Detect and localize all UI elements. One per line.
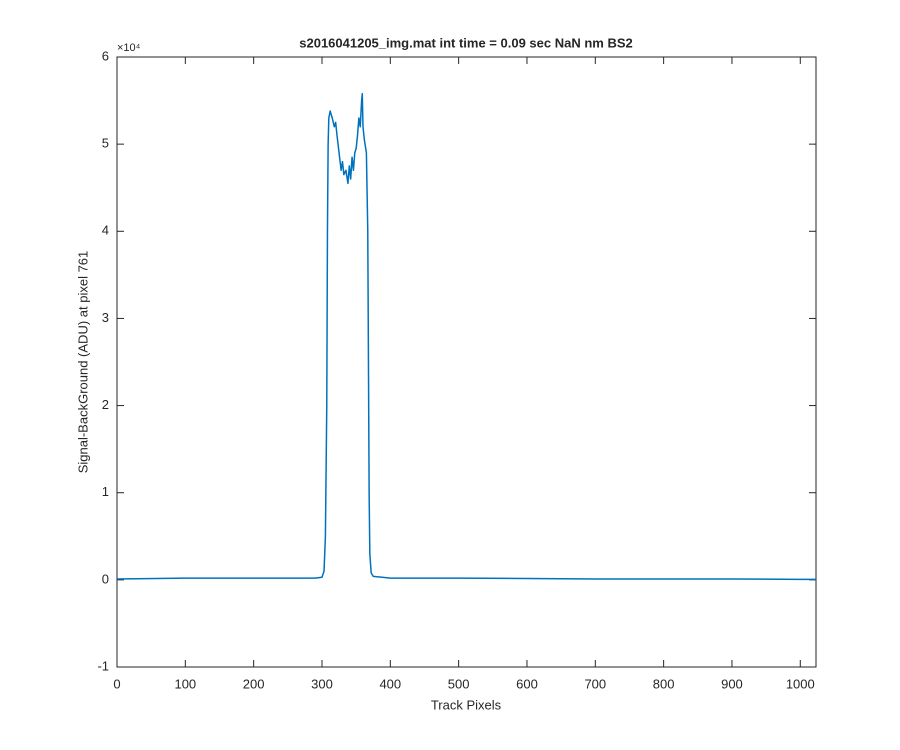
plot-area <box>116 56 817 668</box>
chart-title: s2016041205_img.mat int time = 0.09 sec … <box>299 35 633 50</box>
x-tick-label: 800 <box>653 676 675 691</box>
y-tick-label: 3 <box>102 310 109 325</box>
y-axis-label: Signal-BackGround (ADU) at pixel 761 <box>75 251 90 474</box>
x-tick-label: 700 <box>584 676 606 691</box>
x-tick-label: 900 <box>721 676 743 691</box>
y-tick-label: 2 <box>102 397 109 412</box>
x-tick-label: 300 <box>311 676 333 691</box>
y-tick-label: 0 <box>102 571 109 586</box>
x-tick-label: 600 <box>516 676 538 691</box>
y-tick-label: 4 <box>102 223 109 238</box>
y-tick-label: -1 <box>97 658 109 673</box>
y-exponent-label: ×10⁴ <box>117 42 141 54</box>
data-line <box>116 92 816 581</box>
y-tick-label: 1 <box>102 484 109 499</box>
x-tick-label: 0 <box>113 676 120 691</box>
x-tick-label: 100 <box>174 676 196 691</box>
x-tick-label: 1000 <box>786 676 815 691</box>
x-axis-label: Track Pixels <box>431 697 502 712</box>
y-tick-label: 6 <box>102 48 109 63</box>
x-tick-label: 500 <box>448 676 470 691</box>
x-tick-label: 400 <box>379 676 401 691</box>
y-tick-label: 5 <box>102 136 109 151</box>
x-tick-label: 200 <box>243 676 265 691</box>
